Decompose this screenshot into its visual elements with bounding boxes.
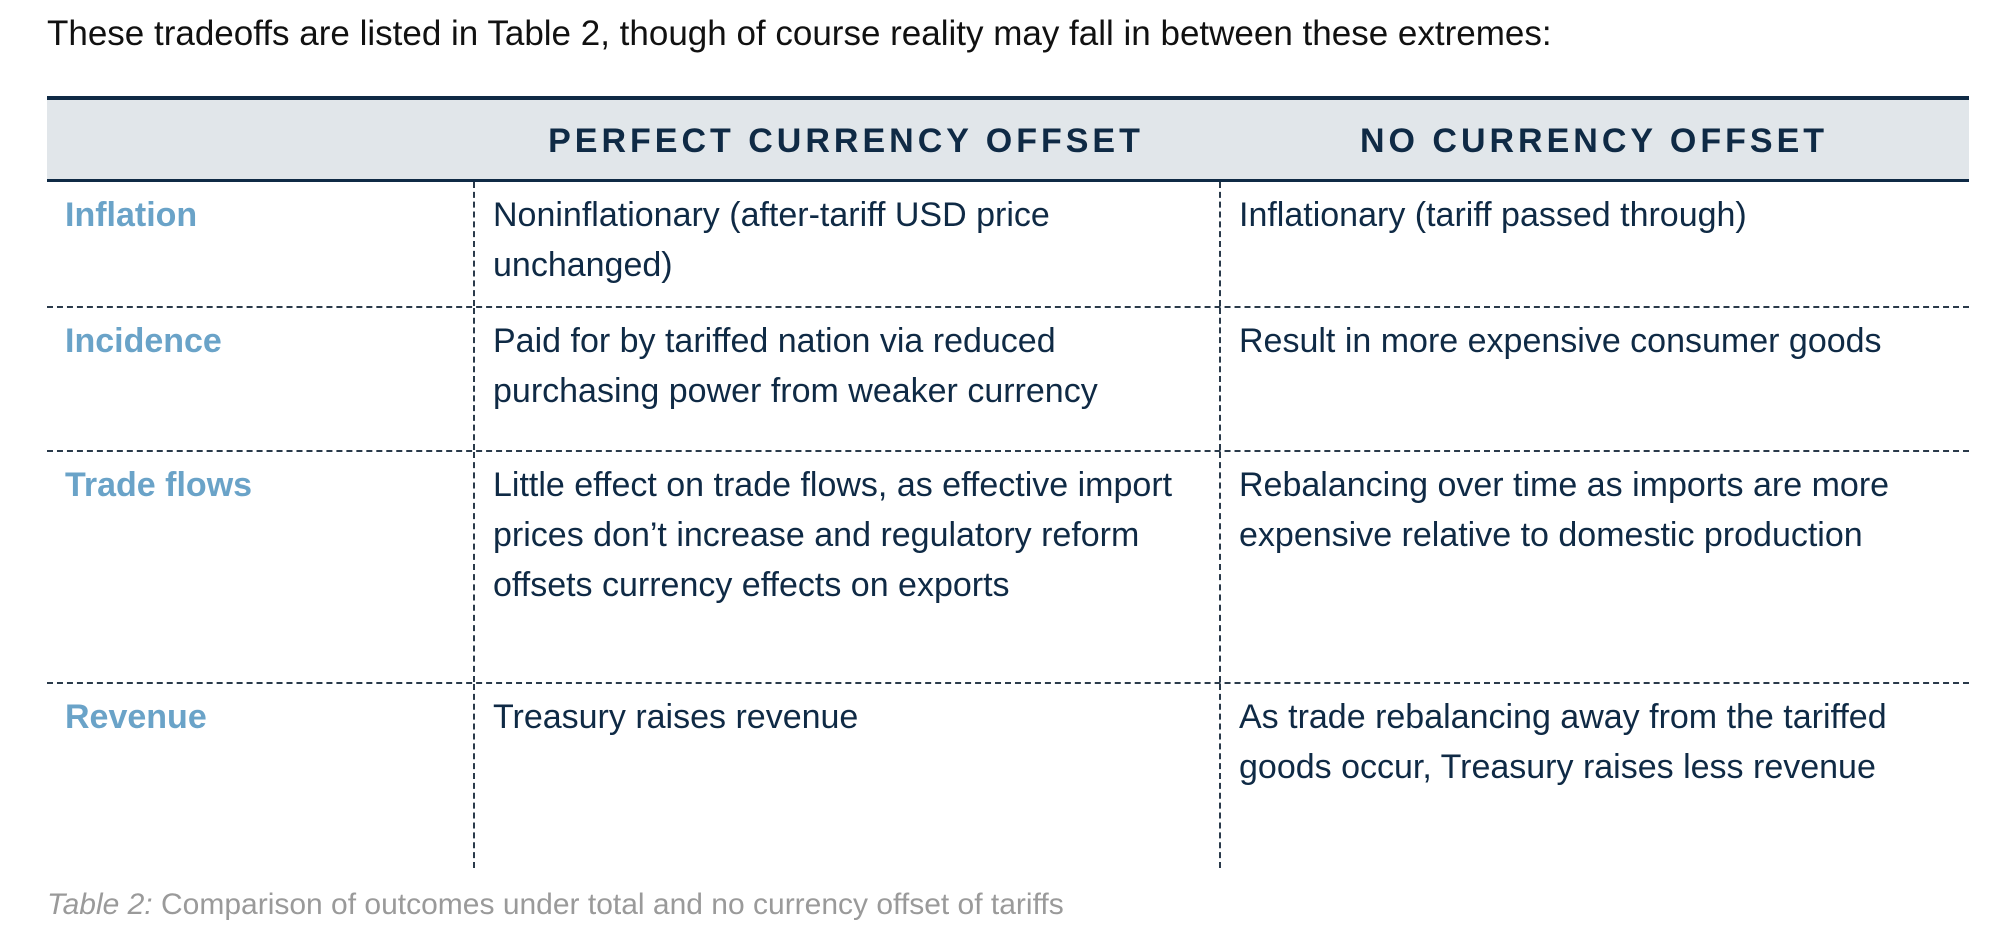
cell-no-offset: As trade rebalancing away from the tarif…	[1219, 684, 1969, 868]
intro-paragraph: These tradeoffs are listed in Table 2, t…	[47, 14, 1552, 53]
cell-no-offset: Result in more expensive consumer goods	[1219, 308, 1969, 450]
row-label-revenue: Revenue	[65, 698, 207, 736]
cell-perfect-offset: Noninflationary (after-tariff USD price …	[473, 182, 1219, 306]
table-header-row: PERFECT CURRENCY OFFSET NO CURRENCY OFFS…	[47, 96, 1969, 182]
cell-no-offset: Inflationary (tariff passed through)	[1219, 182, 1969, 306]
row-label-inflation: Inflation	[65, 196, 198, 234]
comparison-table: PERFECT CURRENCY OFFSET NO CURRENCY OFFS…	[47, 96, 1969, 868]
table-row: Incidence Paid for by tariffed nation vi…	[47, 308, 1969, 452]
cell-perfect-offset: Treasury raises revenue	[473, 684, 1219, 868]
table-row: Revenue Treasury raises revenue As trade…	[47, 684, 1969, 868]
caption-text: Comparison of outcomes under total and n…	[152, 888, 1064, 921]
cell-perfect-offset: Paid for by tariffed nation via reduced …	[473, 308, 1219, 450]
header-no-currency-offset: NO CURRENCY OFFSET	[1359, 122, 1829, 160]
header-empty-cell	[47, 100, 473, 179]
table-caption: Table 2: Comparison of outcomes under to…	[47, 888, 1064, 922]
header-perfect-currency-offset: PERFECT CURRENCY OFFSET	[548, 122, 1144, 160]
cell-no-offset: Rebalancing over time as imports are mor…	[1219, 452, 1969, 682]
row-label-trade-flows: Trade flows	[65, 466, 253, 504]
row-label-incidence: Incidence	[65, 322, 222, 360]
table-row: Inflation Noninflationary (after-tariff …	[47, 182, 1969, 308]
cell-perfect-offset: Little effect on trade flows, as effecti…	[473, 452, 1219, 682]
table-row: Trade flows Little effect on trade flows…	[47, 452, 1969, 684]
caption-label: Table 2:	[47, 888, 153, 921]
